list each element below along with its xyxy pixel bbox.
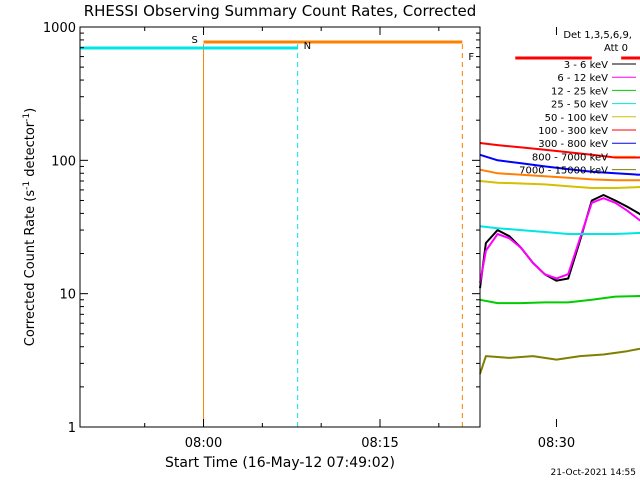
series-line: [479, 142, 640, 159]
legend: Det 1,3,5,6,9, Att 0 3 - 6 keV 6 - 12 keV 12…: [519, 30, 636, 177]
series-line: [479, 180, 640, 189]
series-line: [479, 153, 640, 176]
series-line: [479, 347, 640, 375]
y-tick-label: 10: [59, 288, 76, 303]
legend-label: 6 - 12 keV: [557, 73, 608, 84]
flag-label-n: N: [304, 41, 311, 52]
legend-label: 800 - 7000 keV: [532, 152, 608, 163]
flag-label-s: S: [192, 35, 198, 46]
y-axis-label: Corrected Count Rate (s-1 detector-1): [22, 108, 38, 346]
data-series: [479, 142, 640, 375]
series-line: [479, 168, 640, 182]
x-tick-label: 08:30: [538, 436, 575, 451]
flag-bars: S N F: [80, 35, 640, 63]
legend-label: 3 - 6 keV: [564, 60, 608, 71]
series-line: [479, 295, 640, 305]
legend-label: 300 - 800 keV: [538, 139, 608, 150]
legend-header: Att 0: [604, 43, 628, 54]
legend-label: 50 - 100 keV: [545, 113, 609, 124]
legend-header: Det 1,3,5,6,9,: [563, 30, 632, 41]
legend-label: 7000 - 15000 keV: [519, 166, 608, 177]
series-line: [479, 225, 640, 235]
y-tick-label: 1000: [43, 21, 76, 36]
footer-date: 21-Oct-2021 14:55: [551, 468, 636, 478]
plot-frame: [79, 26, 481, 428]
y-axis: 1 10 100 1000: [43, 21, 480, 436]
x-tick-label: 08:15: [361, 436, 398, 451]
legend-label: 12 - 25 keV: [551, 86, 608, 97]
x-tick-label: 08:00: [185, 436, 222, 451]
flag-label-f: F: [468, 52, 474, 63]
legend-label: 100 - 300 keV: [538, 126, 608, 137]
y-tick-label: 100: [51, 154, 76, 169]
chart-title: RHESSI Observing Summary Count Rates, Co…: [84, 2, 477, 20]
x-axis-label: Start Time (16-May-12 07:49:02): [165, 455, 395, 471]
legend-label: 25 - 50 keV: [551, 100, 608, 111]
series-line: [479, 197, 640, 284]
y-tick-label: 1: [68, 421, 76, 436]
